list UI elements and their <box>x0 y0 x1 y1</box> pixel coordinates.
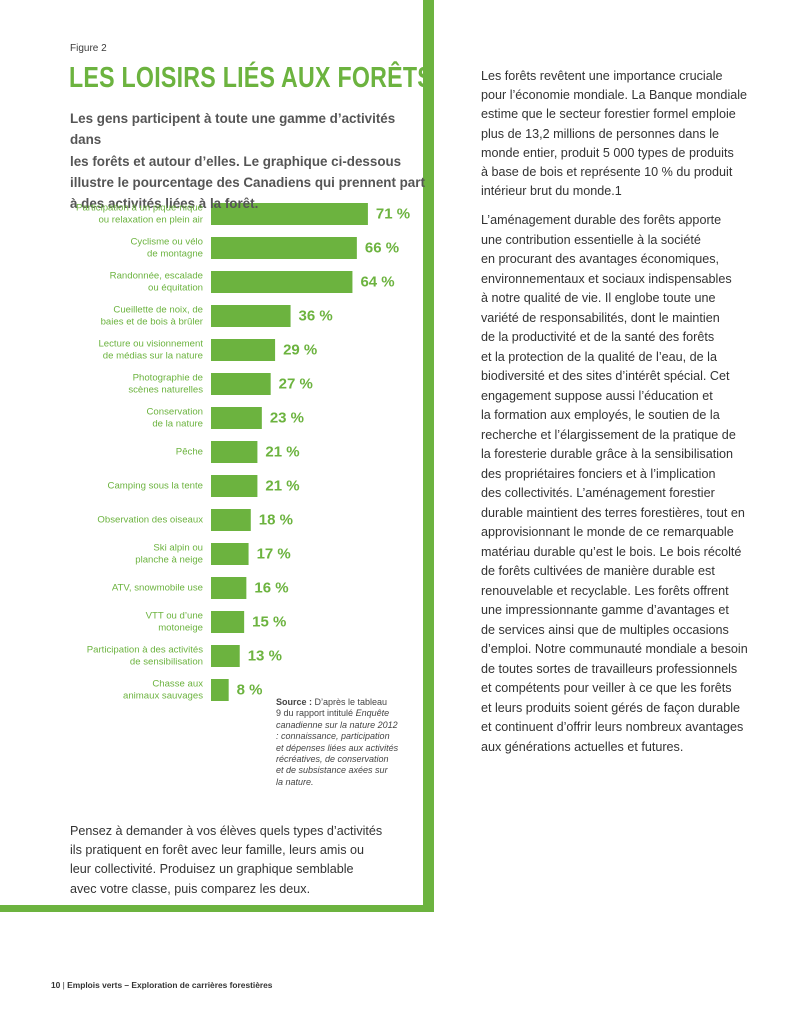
source-label: Source : <box>276 697 313 707</box>
footer: 10 | Emplois verts – Exploration de carr… <box>51 980 272 990</box>
value-label: 36 % <box>298 307 333 325</box>
bar <box>211 203 368 225</box>
title: LES LOISIRS LIÉS AUX FORÊTS <box>69 62 433 94</box>
category-label: Chasse aux animaux sauvages <box>123 678 203 702</box>
category-label: Lecture ou visionnement de médias sur la… <box>98 338 203 362</box>
bar <box>211 271 353 293</box>
category-label: Cueillette de noix, de baies et de bois … <box>100 304 203 328</box>
value-label: 71 % <box>375 205 411 223</box>
source: Source : D’après le tableau 9 du rapport… <box>276 697 398 788</box>
bar <box>211 509 251 531</box>
frame-bar <box>0 905 434 912</box>
value-label: 18 % <box>258 511 293 529</box>
activity: Pensez à demander à vos élèves quels typ… <box>70 824 383 896</box>
bar <box>211 679 229 701</box>
value-label: 15 % <box>252 613 287 631</box>
value-label: 21 % <box>265 443 300 461</box>
category-label: Participation à des activités de sensibi… <box>86 644 203 668</box>
category-label: Randonnée, escalade ou équitation <box>109 270 203 294</box>
bar <box>211 407 262 429</box>
category-label: Photographie de scènes naturelles <box>128 372 203 396</box>
category-label: Camping sous la tente <box>107 480 203 492</box>
source-text: D’après le tableau 9 du rapport intitulé <box>276 697 388 719</box>
value-label: 29 % <box>283 341 318 359</box>
paragraph: L’aménagement durable des forêts apporte… <box>481 213 748 754</box>
bar <box>211 611 245 633</box>
bar <box>211 237 357 259</box>
separator: | <box>62 980 65 990</box>
bar <box>211 339 276 361</box>
value-label: 27 % <box>278 375 313 393</box>
page-number: 10 <box>51 980 61 990</box>
category-label: VTT ou d’une motoneige <box>145 610 203 634</box>
category-label: Conservation de la nature <box>146 406 203 430</box>
bar <box>211 645 240 667</box>
figure-label: Figure 2 <box>70 43 107 54</box>
category-label: Participation à un pique-nique ou relaxa… <box>76 202 203 226</box>
value-label: 21 % <box>265 477 300 495</box>
value-label: 66 % <box>364 239 400 257</box>
paragraph: Les forêts revêtent une importance cruci… <box>481 69 748 199</box>
category-label: ATV, snowmobile use <box>111 582 203 594</box>
value-label: 16 % <box>254 579 289 597</box>
category-label: Ski alpin ou planche à neige <box>135 542 203 566</box>
chart <box>211 203 368 701</box>
intro: Les gens participent à toute une gamme d… <box>70 111 425 212</box>
bar <box>211 475 258 497</box>
category-label: Pêche <box>175 446 203 458</box>
category-label: Cyclisme ou vélo de montagne <box>130 236 203 260</box>
value-label: 8 % <box>236 681 263 699</box>
value-label: 17 % <box>256 545 291 563</box>
category-label: Observation des oiseaux <box>97 514 203 526</box>
frame-bar <box>423 0 434 912</box>
bar <box>211 305 291 327</box>
footer-text: Emplois verts – Exploration de carrières… <box>67 980 273 990</box>
bar <box>211 543 249 565</box>
value-label: 64 % <box>360 273 395 291</box>
value-label: 23 % <box>269 409 305 427</box>
value-label: 13 % <box>247 647 282 665</box>
bar <box>211 373 271 395</box>
source-title: Enquête canadienne sur la nature 2012 : … <box>276 708 399 787</box>
bar <box>211 577 247 599</box>
bar <box>211 441 258 463</box>
